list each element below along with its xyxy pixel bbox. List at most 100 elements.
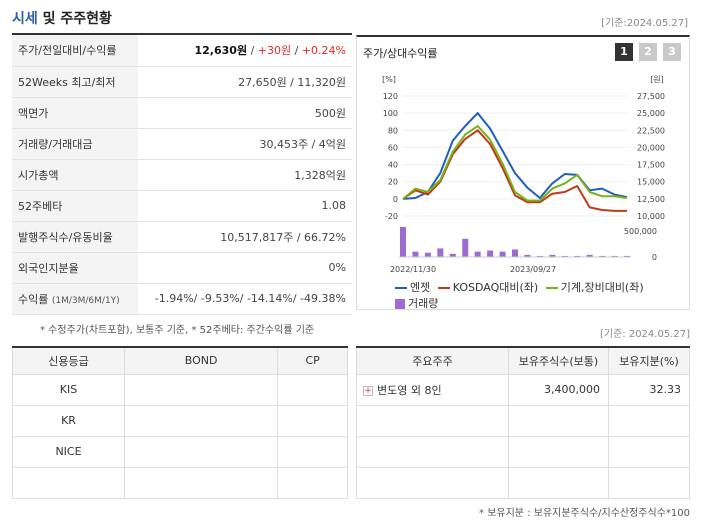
chart-legend: 엔젯 KOSDAQ대비(좌) 기계,장비대비(좌) 거래량 [395,278,685,314]
y-right-tick: 22,500 [637,126,665,135]
row-label: 외국인지분율 [12,252,138,284]
y-left-tick: 20 [388,178,398,187]
series-line [402,112,628,200]
row-value: 500원 [138,97,352,129]
volume-bar [611,255,618,257]
price-value: 12,630원 / +30원 / +0.24% [138,35,352,67]
row-value: 27,650원 / 11,320원 [138,66,352,98]
y-right-tick: 10,000 [637,212,665,221]
volume-bar [624,255,630,257]
bond-cell [123,404,279,437]
y-left-tick: 80 [388,126,398,135]
cp-cell [277,466,348,499]
cp-cell [277,435,348,468]
chart-tab-1[interactable]: 1 [615,43,633,61]
volume-bar [474,251,481,257]
table-header: 주요주주 보유주식수(보통) 보유지분(%) [356,347,690,375]
volume-bar [400,227,406,257]
table-row: KIS [12,373,348,406]
agency: KIS [12,373,125,406]
row-label: 액면가 [12,97,138,129]
row-value: 1.08 [138,190,352,222]
y-left-unit: [%] [382,75,396,84]
cp-cell [277,373,348,406]
volume-bar [462,238,469,257]
volume-bar [424,252,431,257]
table-row [12,466,348,499]
table-row: NICE [12,435,348,468]
y-right-tick: 20,000 [637,143,665,152]
volume-tick: 500,000 [624,227,657,236]
table-row: 52Weeks 최고/최저 27,650원 / 11,320원 [12,66,352,98]
expand-icon[interactable]: + [363,385,373,396]
row-label: 시가총액 [12,159,138,191]
chart-title: 주가/상대수익률 [363,47,438,60]
table-row: 액면가 500원 [12,97,352,129]
holder-shares: 3,400,000 [508,373,609,406]
table-row: 외국인지분율 0% [12,252,352,284]
holder-shares [508,404,609,437]
return-value: -1.94%/ -9.53%/ -14.14%/ -49.38% [138,283,352,315]
footnote-left: * 수정주가(차트포함), 보통주 기준, * 52주베타: 주간수익률 기준 [40,325,315,336]
row-label: 52Weeks 최고/최저 [12,66,138,98]
table-row: 52주베타 1.08 [12,190,352,222]
volume-bar [549,254,556,257]
legend-item: KOSDAQ대비(좌) [437,280,538,296]
footnote-right: * 보유지분 : 보유지분주식수/지수산정주식수*100 [479,508,690,519]
volume-bar [586,254,593,257]
y-left-tick: 120 [383,92,398,101]
y-left-tick: 40 [388,161,398,170]
legend-item: 엔젯 [395,280,430,296]
y-left-tick: 0 [393,195,398,204]
col-header: CP [277,347,348,375]
y-right-unit: [원] [650,75,664,84]
bond-cell [123,435,279,468]
chart-tab-3[interactable]: 3 [663,43,681,61]
holder-shares [508,435,609,468]
holder-name [356,466,509,499]
bond-cell [123,466,279,499]
holder-name[interactable]: + 변도영 외 8인 [356,373,509,406]
volume-bar [487,250,494,257]
chart-panel: 주가/상대수익률 1 2 3 [%] [원] 120 100 80 60 40 20 0 -20 2… [356,35,690,310]
price-chart: [%] [원] 120 100 80 60 40 20 0 -20 27,500 25,000 22,5… [382,75,665,274]
agency: KR [12,404,125,437]
table-row: 거래량/거래대금 30,453주 / 4억원 [12,128,352,160]
table-row: 발행주식수/유동비율 10,517,817주 / 66.72% [12,221,352,253]
row-label: 발행주식수/유동비율 [12,221,138,253]
market-info-table: 주가/전일대비/수익률 12,630원 / +30원 / +0.24% 52We… [12,35,352,315]
series-line [402,125,628,202]
row-value: 30,453주 / 4억원 [138,128,352,160]
holder-pct: 32.33 [608,373,690,406]
x-tick-label: 2023/09/27 [510,265,556,274]
col-header: BOND [123,347,279,375]
volume-bar [574,255,581,257]
y-right-tick: 15,000 [637,178,665,187]
table-row: 시가총액 1,328억원 [12,159,352,191]
row-label: 주가/전일대비/수익률 [12,35,138,67]
y-right-tick: 12,500 [637,195,665,204]
volume-bar [449,253,456,257]
chart-tabs: 1 2 3 [615,43,681,61]
row-value: 1,328억원 [138,159,352,191]
table-row [356,466,690,499]
title-rest: 및 주주현황 [37,11,112,27]
y-right-tick: 27,500 [637,92,665,101]
volume-bar [536,255,543,257]
agency [12,466,125,499]
series-line [402,129,627,212]
table-row: 주가/전일대비/수익률 12,630원 / +30원 / +0.24% [12,35,352,67]
y-right-tick: 17,500 [637,161,665,170]
volume-bar [524,254,531,257]
title-blue: 시세 [12,11,38,27]
col-header: 보유지분(%) [608,347,690,375]
holder-pct [608,435,690,468]
holder-pct [608,466,690,499]
section-title: 시세 및 주주현황 [기준:2024.05.27] [12,8,690,32]
holder-name [356,435,509,468]
row-value: 0% [138,252,352,284]
chart-tab-2[interactable]: 2 [639,43,657,61]
table-row: KR [12,404,348,437]
holder-pct [608,404,690,437]
holder-shares [508,466,609,499]
